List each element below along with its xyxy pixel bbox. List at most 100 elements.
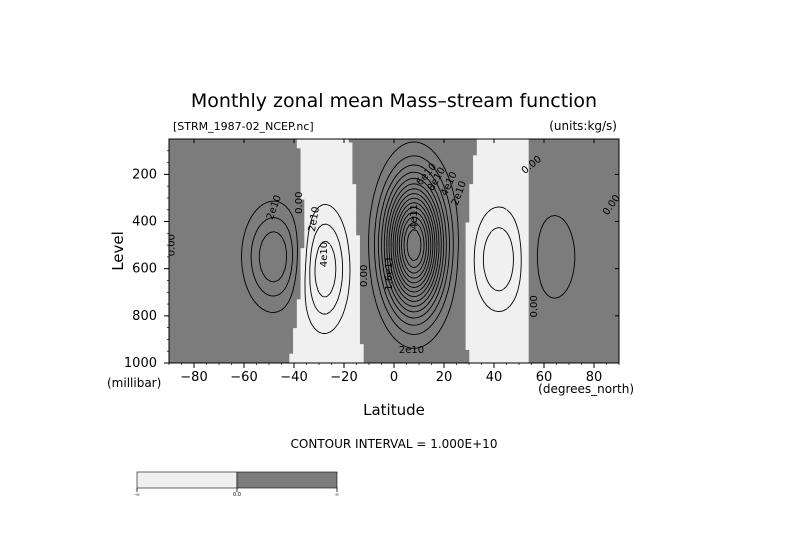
positive-fill-cell: [213, 330, 219, 335]
positive-fill-cell: [551, 273, 556, 277]
positive-fill-cell: [187, 337, 192, 341]
positive-fill-cell: [183, 205, 189, 210]
positive-fill-cell: [296, 225, 301, 229]
positive-fill-cell: [262, 167, 267, 172]
positive-fill-cell: [416, 244, 421, 249]
positive-fill-cell: [213, 340, 219, 345]
positive-fill-cell: [296, 247, 301, 252]
positive-fill-cell: [258, 141, 264, 146]
positive-fill-cell: [419, 346, 425, 351]
positive-fill-cell: [176, 263, 181, 268]
positive-fill-cell: [228, 173, 234, 178]
positive-fill-cell: [169, 298, 174, 303]
positive-fill-cell: [239, 221, 245, 226]
positive-fill-cell: [221, 257, 226, 261]
positive-fill-cell: [363, 343, 369, 348]
positive-fill-cell: [262, 292, 267, 297]
positive-fill-cell: [172, 148, 177, 153]
positive-fill-cell: [431, 212, 436, 217]
positive-fill-cell: [251, 308, 256, 313]
positive-fill-cell: [243, 225, 249, 229]
positive-fill-cell: [254, 317, 260, 322]
positive-fill-cell: [446, 234, 451, 239]
positive-fill-cell: [363, 241, 369, 245]
positive-fill-cell: [359, 282, 365, 287]
positive-fill-cell: [221, 173, 226, 178]
positive-fill-cell: [281, 340, 286, 345]
positive-fill-cell: [224, 356, 230, 361]
positive-fill-cell: [269, 257, 275, 261]
positive-fill-cell: [194, 257, 200, 261]
positive-fill-cell: [468, 161, 474, 165]
positive-fill-cell: [374, 337, 380, 341]
positive-fill-cell: [547, 212, 552, 217]
positive-fill-cell: [427, 301, 432, 306]
positive-fill-cell: [232, 285, 237, 290]
positive-fill-cell: [236, 295, 241, 300]
positive-fill-cell: [374, 253, 380, 258]
positive-fill-cell: [296, 234, 301, 239]
positive-fill-cell: [438, 330, 444, 335]
positive-fill-cell: [532, 173, 537, 178]
positive-fill-cell: [191, 321, 196, 325]
positive-fill-cell: [198, 199, 204, 204]
positive-fill-cell: [292, 145, 297, 149]
positive-fill-cell: [427, 234, 432, 239]
positive-fill-cell: [528, 237, 534, 242]
positive-fill-cell: [239, 333, 245, 338]
positive-fill-cell: [228, 260, 234, 265]
positive-fill-cell: [419, 196, 425, 201]
positive-fill-cell: [198, 269, 204, 274]
positive-fill-cell: [446, 154, 451, 159]
positive-fill-cell: [438, 324, 444, 329]
positive-fill-cell: [179, 269, 185, 274]
positive-fill-cell: [359, 218, 365, 223]
positive-fill-cell: [461, 157, 466, 162]
positive-fill-cell: [202, 330, 207, 335]
positive-fill-cell: [434, 173, 440, 178]
positive-fill-cell: [363, 180, 369, 185]
positive-fill-cell: [404, 170, 410, 175]
positive-fill-cell: [382, 285, 387, 290]
positive-fill-cell: [446, 231, 451, 236]
positive-fill-cell: [281, 231, 286, 236]
positive-fill-cell: [296, 202, 301, 207]
positive-fill-cell: [446, 327, 451, 332]
positive-fill-cell: [277, 314, 282, 319]
positive-fill-cell: [224, 183, 230, 188]
positive-fill-cell: [412, 321, 417, 325]
positive-fill-cell: [543, 183, 549, 188]
positive-fill-cell: [401, 298, 406, 303]
positive-fill-cell: [269, 145, 275, 149]
positive-fill-cell: [442, 139, 447, 143]
positive-fill-cell: [442, 164, 447, 169]
positive-fill-cell: [284, 186, 290, 191]
positive-fill-cell: [183, 225, 189, 229]
positive-fill-cell: [438, 359, 444, 363]
positive-fill-cell: [251, 289, 256, 293]
positive-fill-cell: [461, 359, 466, 363]
positive-fill-cell: [236, 346, 241, 351]
positive-fill-cell: [254, 263, 260, 268]
positive-fill-cell: [359, 317, 365, 322]
positive-fill-cell: [457, 301, 462, 306]
positive-fill-cell: [169, 295, 174, 300]
positive-fill-cell: [198, 215, 204, 220]
positive-fill-cell: [386, 180, 391, 185]
positive-fill-cell: [374, 263, 380, 268]
positive-fill-cell: [457, 218, 462, 223]
positive-fill-cell: [416, 260, 421, 265]
positive-fill-cell: [251, 257, 256, 261]
positive-fill-cell: [169, 260, 174, 265]
positive-fill-cell: [228, 273, 234, 277]
positive-fill-cell: [416, 359, 421, 363]
positive-fill-cell: [172, 145, 177, 149]
positive-fill-cell: [191, 317, 196, 322]
positive-fill-cell: [213, 263, 219, 268]
positive-fill-cell: [438, 317, 444, 322]
positive-fill-cell: [408, 244, 414, 249]
positive-fill-cell: [363, 145, 369, 149]
positive-fill-cell: [169, 164, 174, 169]
positive-fill-cell: [528, 340, 534, 345]
